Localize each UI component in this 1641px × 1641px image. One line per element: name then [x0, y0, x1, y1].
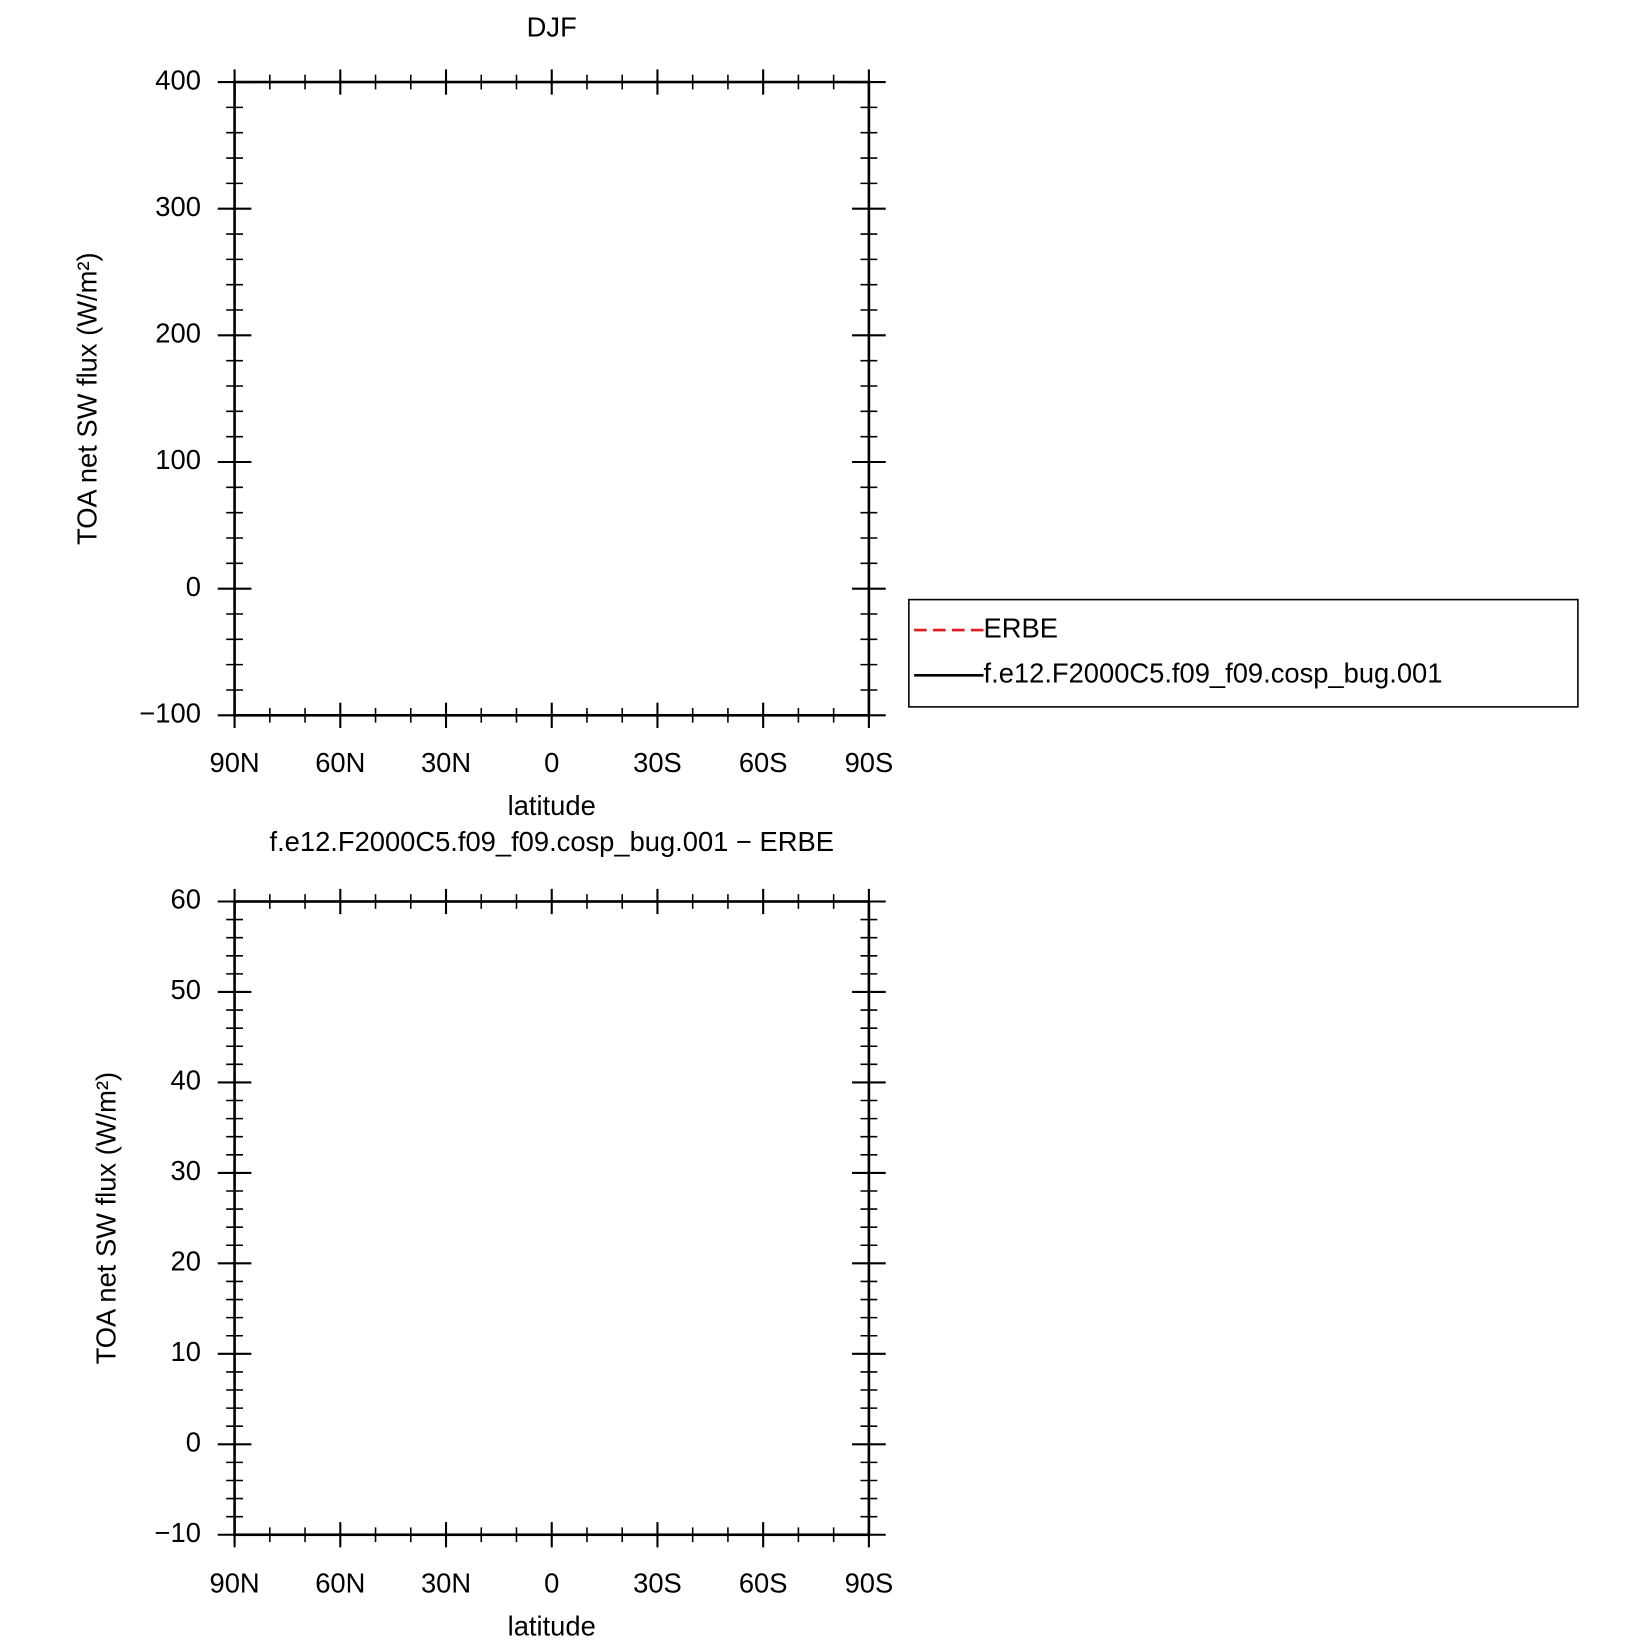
x-tick-label: 60N: [315, 747, 365, 778]
chart-title: DJF: [527, 12, 577, 43]
x-tick-label: 90S: [845, 1567, 894, 1598]
y-tick-label: 60: [171, 884, 201, 915]
x-axis-label: latitude: [508, 790, 596, 821]
x-tick-label: 60S: [739, 1567, 788, 1598]
legend-label: f.e12.F2000C5.f09_f09.cosp_bug.001: [984, 658, 1443, 689]
y-tick-label: 300: [155, 191, 201, 222]
y-tick-label: 50: [171, 974, 201, 1005]
x-tick-label: 30S: [633, 747, 682, 778]
y-axis-label: TOA net SW flux (W/m²): [72, 252, 103, 545]
y-tick-label: 0: [186, 1427, 201, 1458]
x-tick-label: 90S: [845, 747, 894, 778]
y-tick-label: 100: [155, 444, 201, 475]
x-tick-label: 30N: [421, 747, 471, 778]
x-tick-label: 60S: [739, 747, 788, 778]
y-tick-label: 200: [155, 318, 201, 349]
y-tick-label: 400: [155, 64, 201, 95]
x-tick-label: 60N: [315, 1567, 365, 1598]
x-tick-label: 30S: [633, 1567, 682, 1598]
y-tick-label: −10: [155, 1517, 201, 1548]
x-tick-label: 0: [544, 747, 559, 778]
chart-title: f.e12.F2000C5.f09_f09.cosp_bug.001 − ERB…: [270, 826, 834, 857]
y-tick-label: 40: [171, 1065, 201, 1096]
x-tick-label: 90N: [210, 1567, 260, 1598]
y-tick-label: 30: [171, 1155, 201, 1186]
y-tick-label: −100: [139, 698, 201, 729]
plot-frame: [233, 900, 871, 1537]
x-tick-label: 90N: [210, 747, 260, 778]
y-tick-label: 0: [186, 571, 201, 602]
x-tick-label: 0: [544, 1567, 559, 1598]
legend-box: [908, 598, 1579, 708]
y-tick-label: 10: [171, 1336, 201, 1367]
x-tick-label: 30N: [421, 1567, 471, 1598]
x-axis-label: latitude: [508, 1611, 596, 1641]
y-tick-label: 20: [171, 1246, 201, 1277]
legend-label: ERBE: [984, 612, 1058, 643]
y-axis-label: TOA net SW flux (W/m²): [91, 1072, 122, 1365]
plot-frame: [233, 80, 871, 717]
